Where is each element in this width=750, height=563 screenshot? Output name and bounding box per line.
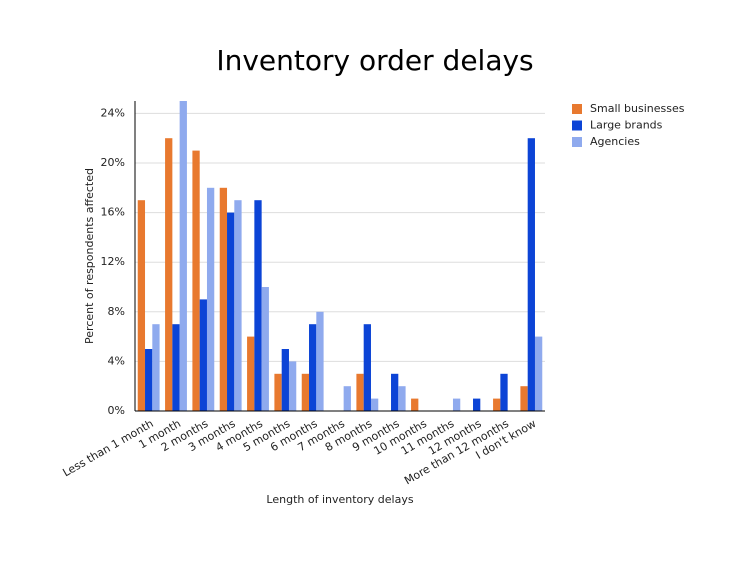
bar — [520, 386, 528, 411]
chart-title: Inventory order delays — [216, 44, 533, 77]
bar — [219, 187, 228, 411]
bar — [192, 150, 200, 411]
bar — [370, 398, 379, 411]
y-tick-label: 0% — [108, 404, 125, 417]
legend-label: Agencies — [590, 135, 640, 148]
bar — [363, 324, 371, 411]
y-tick-label: 4% — [108, 354, 125, 367]
bar — [199, 299, 207, 411]
bar — [391, 373, 399, 411]
bar — [206, 187, 215, 411]
bar — [500, 373, 508, 411]
y-axis-title: Percent of respondents affected — [83, 168, 96, 344]
bar — [288, 361, 297, 411]
bar — [411, 398, 419, 411]
y-tick-label: 24% — [101, 106, 125, 119]
bar — [261, 287, 269, 411]
legend-label: Small businesses — [590, 102, 685, 115]
bar — [137, 200, 146, 411]
bar — [473, 398, 481, 411]
bar — [493, 398, 501, 411]
legend-swatch — [572, 137, 582, 147]
legend-swatch — [572, 104, 582, 114]
x-axis-title: Length of inventory delays — [266, 493, 413, 506]
bar — [452, 398, 461, 411]
bar — [281, 349, 289, 411]
bar — [274, 373, 282, 411]
bar — [301, 373, 310, 411]
bar — [356, 373, 364, 411]
bar — [254, 200, 262, 411]
y-tick-label: 8% — [108, 305, 125, 318]
y-tick-label: 12% — [101, 255, 125, 268]
y-tick-label: 16% — [101, 206, 125, 219]
bar — [316, 311, 324, 411]
bar — [247, 336, 255, 411]
bar — [534, 336, 543, 411]
bar — [234, 200, 242, 411]
bar — [172, 324, 180, 411]
bar — [527, 138, 535, 411]
legend-swatch — [572, 120, 582, 131]
bar — [398, 386, 406, 411]
legend-label: Large brands — [590, 119, 663, 132]
bar — [309, 324, 317, 411]
bar — [152, 324, 160, 411]
bar — [343, 386, 351, 411]
bar — [145, 349, 153, 411]
bar — [227, 212, 235, 411]
y-tick-label: 20% — [101, 156, 125, 169]
bar — [179, 101, 187, 411]
bar — [165, 138, 173, 411]
